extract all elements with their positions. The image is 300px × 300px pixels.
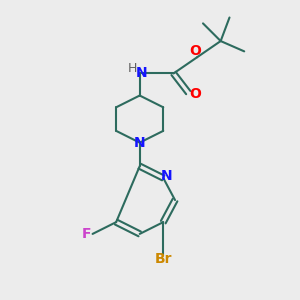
Text: O: O (189, 87, 201, 101)
Text: O: O (190, 44, 202, 58)
Text: H: H (128, 61, 137, 75)
Text: N: N (135, 66, 147, 80)
Text: N: N (134, 136, 146, 150)
Text: Br: Br (154, 252, 172, 266)
Text: F: F (82, 227, 92, 241)
Text: N: N (160, 169, 172, 184)
